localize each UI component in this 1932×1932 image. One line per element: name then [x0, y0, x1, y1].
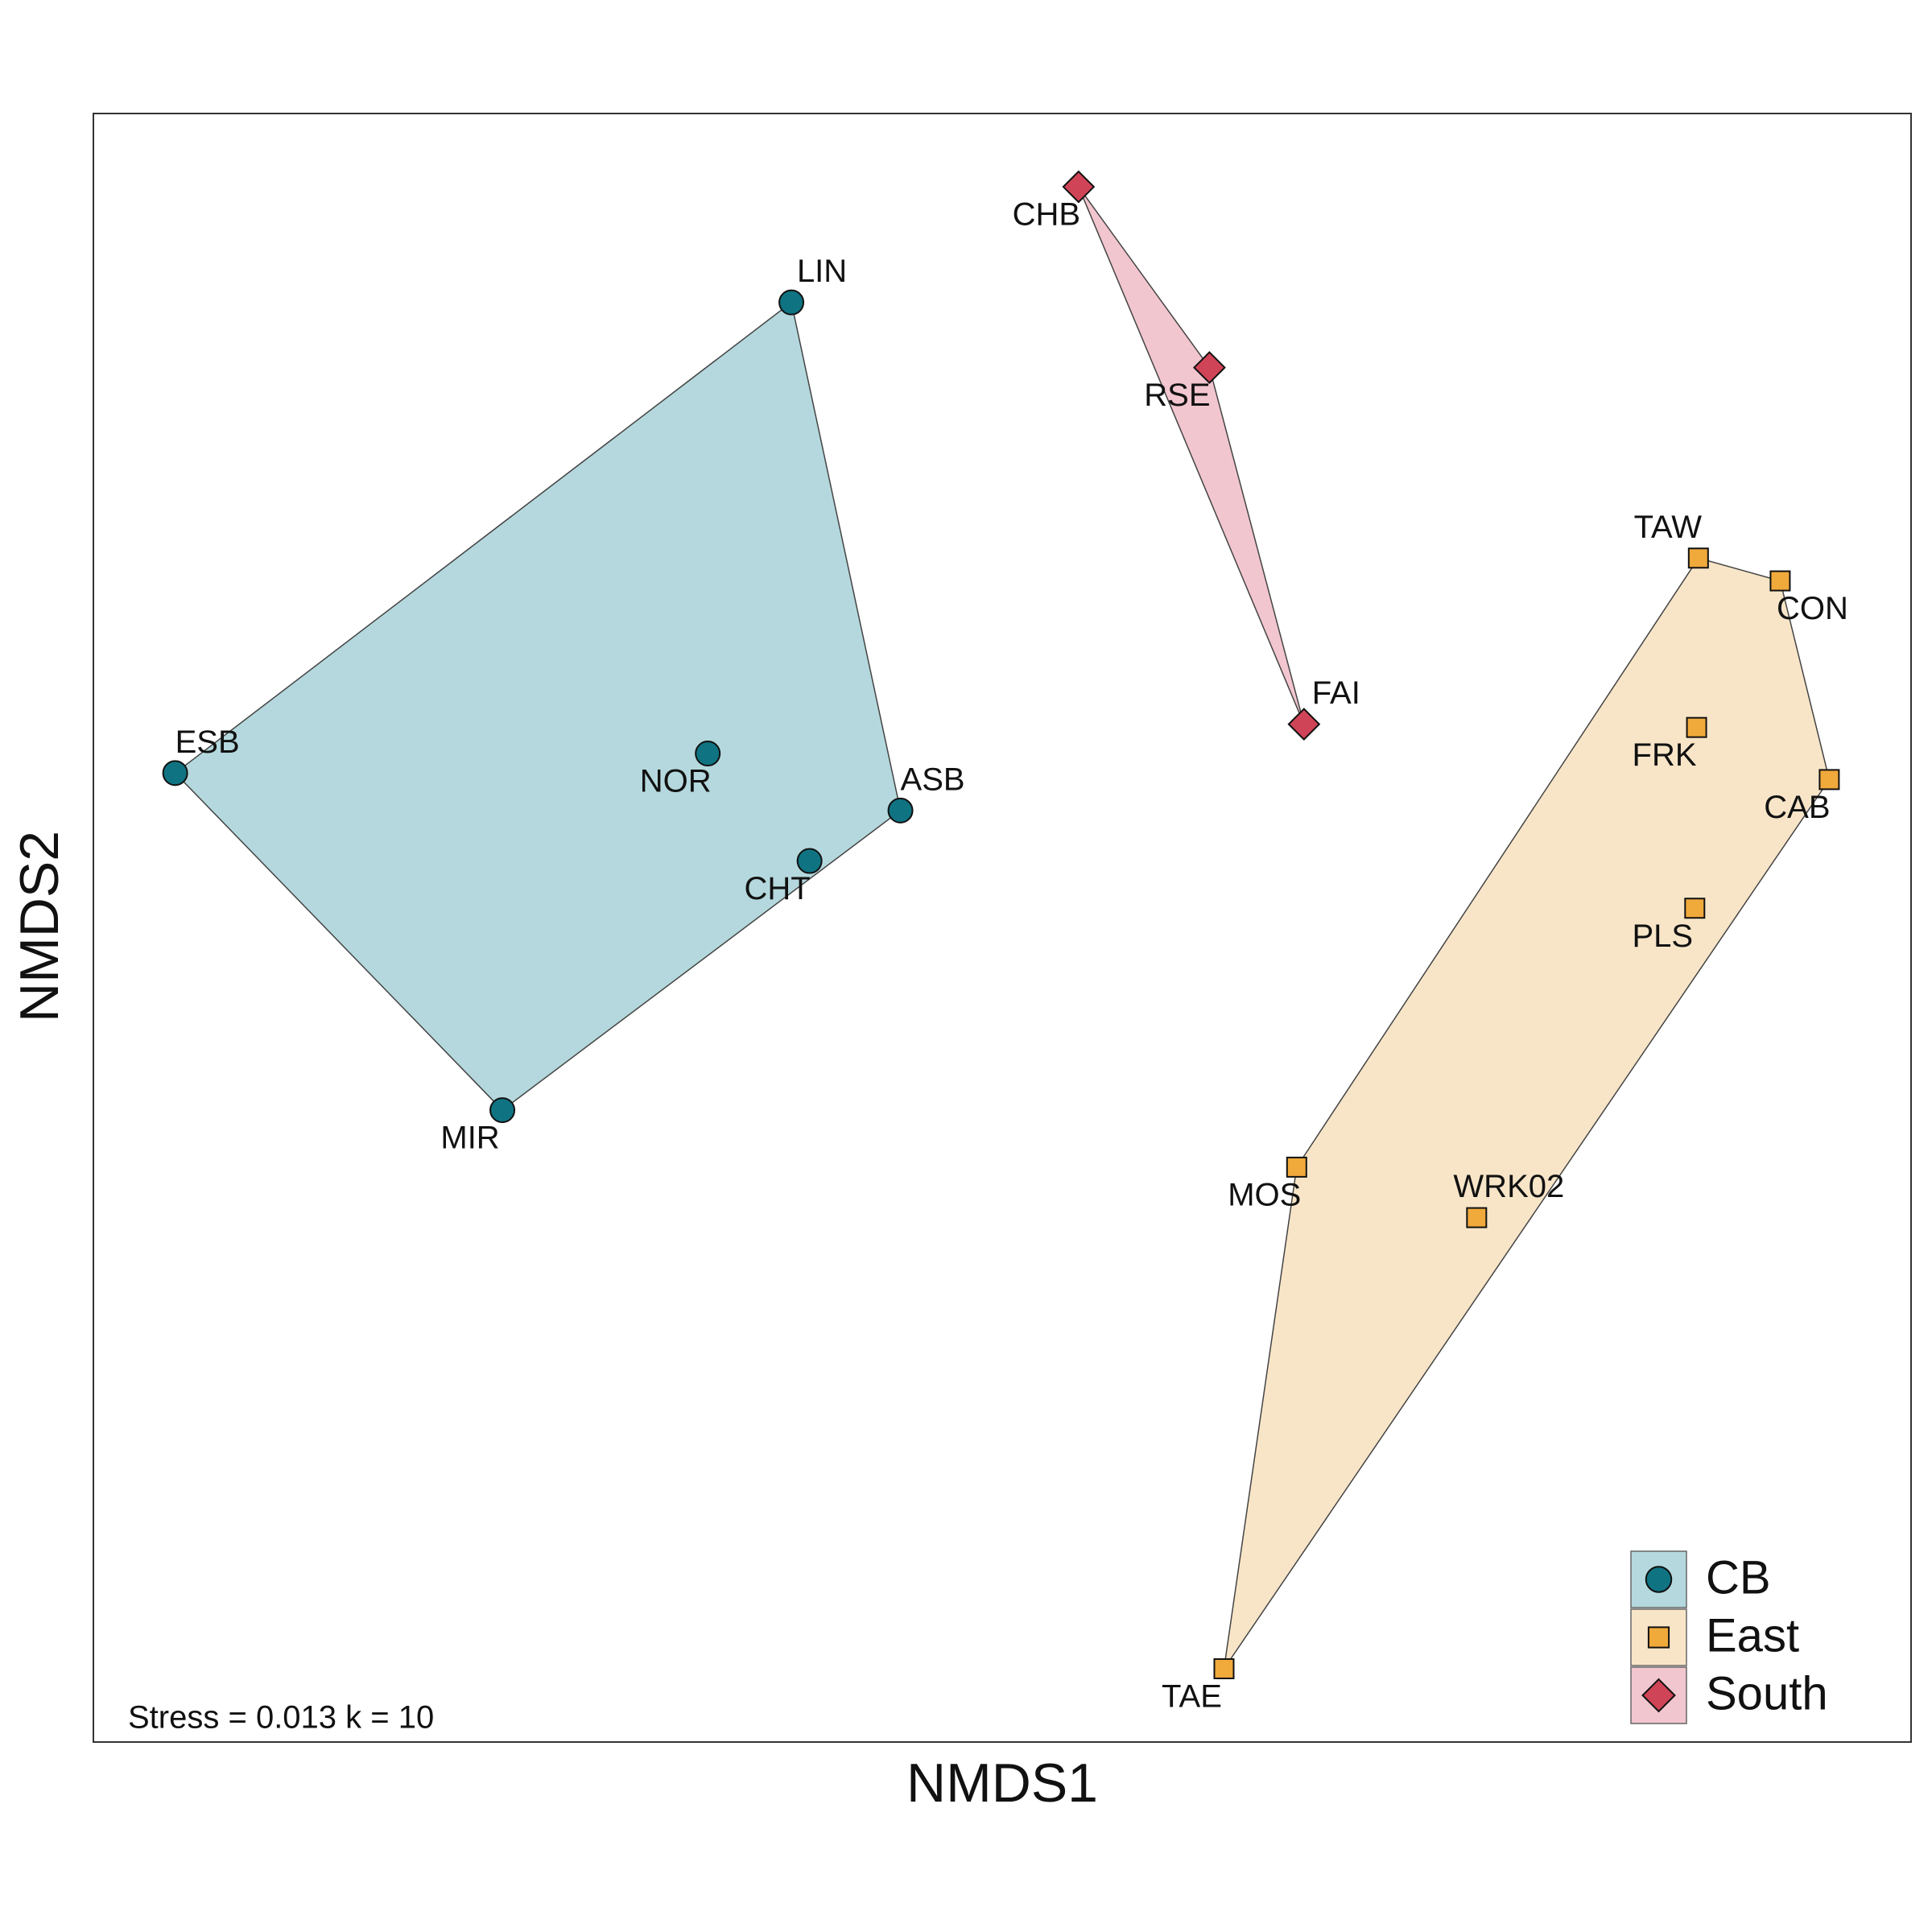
- point-label: NOR: [640, 764, 712, 799]
- point: [778, 289, 805, 316]
- point: [1213, 1657, 1235, 1679]
- point-label: ASB: [901, 762, 965, 797]
- legend-marker: [1647, 1626, 1670, 1649]
- point: [1686, 716, 1707, 738]
- point: [1192, 351, 1226, 385]
- point-label: MIR: [440, 1121, 499, 1156]
- point: [1818, 769, 1840, 791]
- legend-label: CB: [1706, 1551, 1771, 1604]
- point-label: CAB: [1764, 790, 1830, 825]
- legend-marker: [1641, 1678, 1676, 1713]
- point-label: PLS: [1632, 919, 1693, 954]
- hull: [1078, 186, 1305, 724]
- point-label: WRK02: [1453, 1169, 1564, 1204]
- stress-annotation: Stress = 0.013 k = 10: [128, 1700, 434, 1736]
- point: [887, 797, 914, 824]
- point: [489, 1097, 516, 1124]
- point-label: MOS: [1228, 1177, 1301, 1212]
- point: [1769, 570, 1791, 592]
- legend-label: South: [1706, 1667, 1828, 1719]
- point-label: CHT: [745, 871, 811, 906]
- point-label: CHB: [1013, 197, 1080, 233]
- point-label: FAI: [1312, 675, 1360, 711]
- point: [695, 741, 721, 767]
- point-label: TAE: [1162, 1679, 1222, 1715]
- point: [796, 848, 823, 874]
- y-axis-title: NMDS2: [9, 831, 70, 1022]
- point-label: TAW: [1634, 510, 1703, 545]
- point: [1466, 1207, 1488, 1228]
- x-axis-title: NMDS1: [906, 1752, 1098, 1814]
- point: [1287, 708, 1321, 741]
- legend-marker: [1645, 1566, 1673, 1593]
- hull: [1223, 557, 1831, 1670]
- point: [1687, 547, 1709, 569]
- point-label: RSE: [1144, 378, 1210, 413]
- point: [162, 760, 188, 786]
- point: [1286, 1156, 1307, 1178]
- point: [1062, 170, 1096, 204]
- point-label: CON: [1777, 591, 1848, 626]
- point-label: ESB: [175, 724, 240, 760]
- point: [1684, 898, 1706, 919]
- point-label: FRK: [1633, 737, 1697, 773]
- legend-label: East: [1706, 1609, 1799, 1662]
- point-label: LIN: [797, 254, 847, 289]
